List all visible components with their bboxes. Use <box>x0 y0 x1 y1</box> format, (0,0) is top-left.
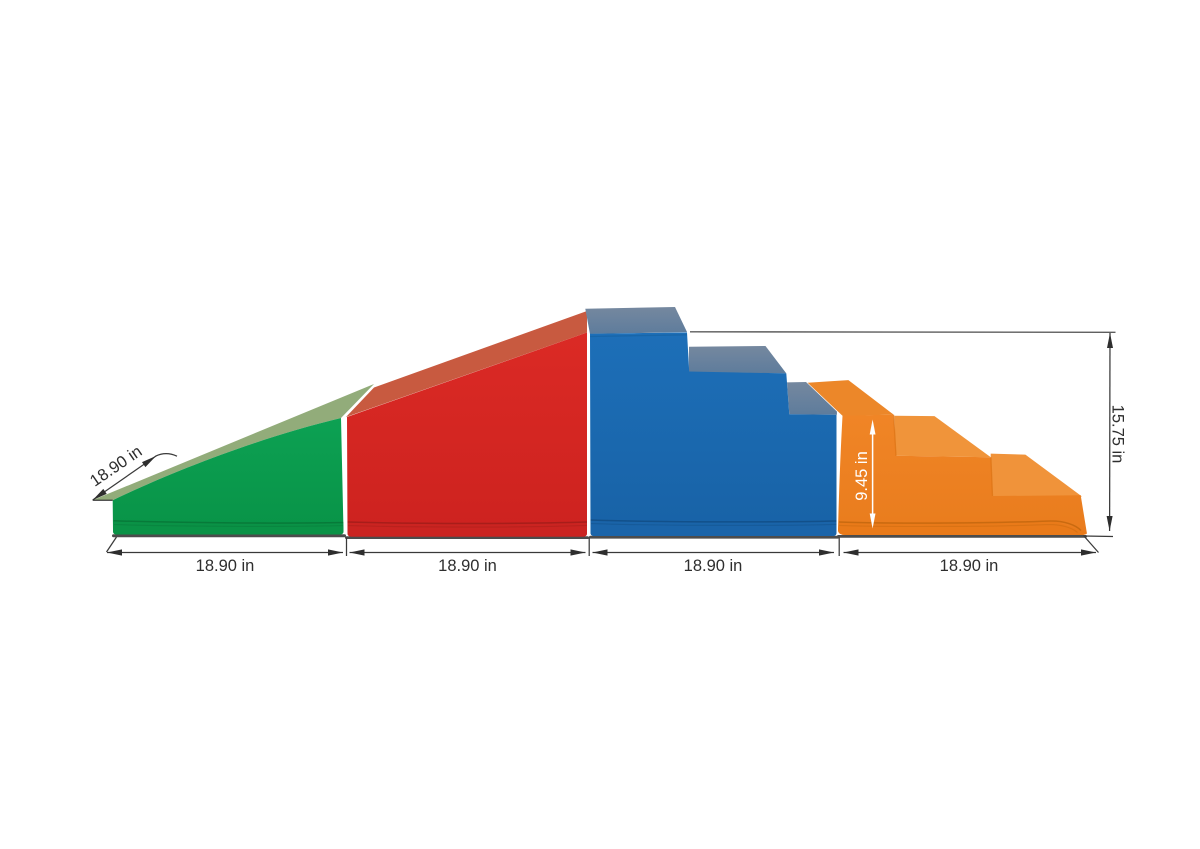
svg-text:18.90 in: 18.90 in <box>438 557 497 575</box>
svg-text:18.90 in: 18.90 in <box>940 557 999 575</box>
svg-text:18.90 in: 18.90 in <box>684 557 743 575</box>
svg-text:18.90 in: 18.90 in <box>196 557 255 575</box>
svg-text:15.75 in: 15.75 in <box>1109 405 1127 464</box>
svg-text:9.45 in: 9.45 in <box>853 451 871 501</box>
